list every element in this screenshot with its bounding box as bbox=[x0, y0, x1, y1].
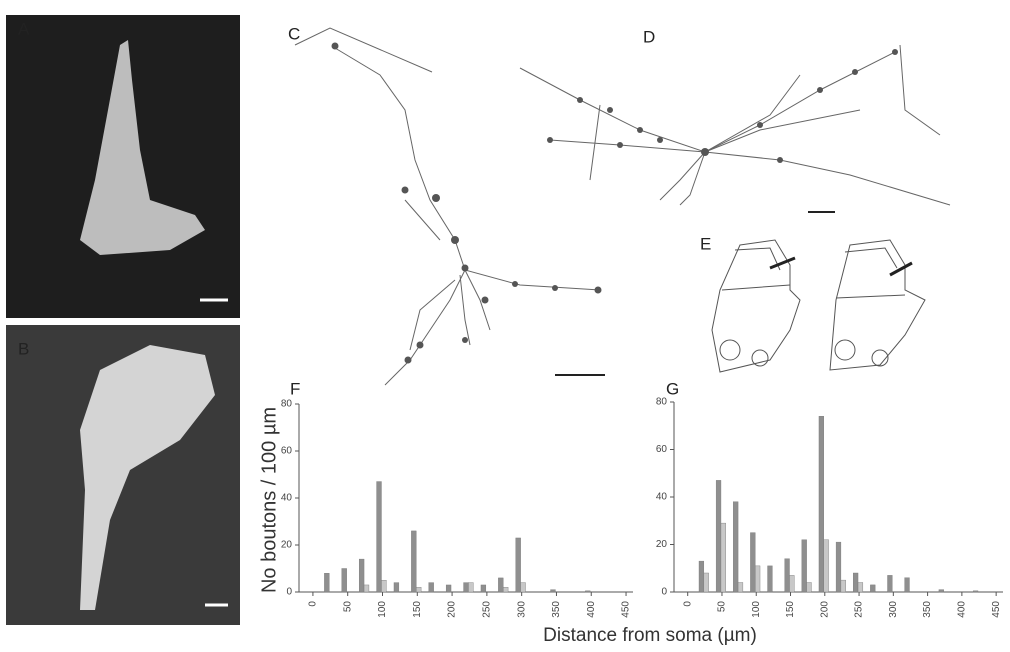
x-tick-label: 400 bbox=[957, 601, 968, 618]
bar bbox=[703, 572, 709, 593]
bar bbox=[789, 575, 795, 593]
bar bbox=[480, 584, 487, 593]
bar bbox=[887, 575, 893, 593]
bar bbox=[411, 530, 417, 593]
y-tick-label: 20 bbox=[656, 539, 668, 550]
bar bbox=[737, 582, 744, 593]
x-tick-label: 300 bbox=[888, 601, 899, 618]
y-tick-label: 80 bbox=[281, 399, 293, 410]
y-tick-label: 60 bbox=[656, 444, 668, 455]
bar bbox=[463, 582, 469, 593]
bar bbox=[755, 565, 761, 593]
x-tick-label: 0 bbox=[682, 601, 693, 607]
cell-body bbox=[80, 345, 215, 610]
x-tick-label: 200 bbox=[447, 601, 458, 618]
x-tick-label: 100 bbox=[377, 601, 388, 618]
bar bbox=[904, 577, 910, 593]
x-tick-label: 450 bbox=[991, 601, 1002, 618]
bar bbox=[585, 590, 591, 593]
bar bbox=[715, 480, 722, 593]
neuron-tracing-d bbox=[519, 44, 951, 213]
bar bbox=[515, 537, 521, 593]
bar bbox=[498, 577, 504, 593]
panel-label: A bbox=[18, 19, 30, 38]
y-tick-label: 40 bbox=[656, 492, 668, 503]
spinal-cord-diagrams bbox=[711, 239, 926, 373]
bar bbox=[767, 565, 773, 593]
x-tick-label: 350 bbox=[551, 601, 562, 618]
x-axis-label: Distance from soma (µm) bbox=[543, 625, 757, 646]
bar bbox=[445, 584, 452, 593]
bar bbox=[823, 539, 829, 593]
x-tick-label: 400 bbox=[586, 601, 597, 618]
bar bbox=[972, 590, 979, 593]
neuron-tracing-c bbox=[294, 27, 605, 386]
bar bbox=[381, 580, 387, 593]
panel-label: D bbox=[643, 27, 655, 46]
x-tick-label: 100 bbox=[751, 601, 762, 618]
bar bbox=[698, 560, 705, 593]
x-tick-label: 150 bbox=[785, 601, 796, 618]
panel-label: C bbox=[288, 24, 300, 43]
y-tick-label: 0 bbox=[286, 587, 292, 598]
panel-label: G bbox=[666, 379, 679, 398]
bar bbox=[840, 579, 846, 593]
panel-label: F bbox=[290, 379, 300, 398]
bar bbox=[341, 568, 347, 593]
x-tick-label: 450 bbox=[621, 601, 632, 618]
bar bbox=[428, 582, 434, 593]
x-tick-label: 250 bbox=[482, 601, 493, 618]
cell-body bbox=[80, 40, 205, 255]
bar bbox=[468, 582, 474, 593]
y-tick-label: 80 bbox=[656, 397, 668, 408]
bar bbox=[784, 558, 790, 593]
x-tick-label: 50 bbox=[717, 601, 728, 613]
bar bbox=[376, 481, 382, 593]
bar bbox=[358, 558, 365, 593]
x-tick-label: 300 bbox=[516, 601, 527, 618]
panel-label: B bbox=[18, 339, 29, 358]
bar bbox=[733, 501, 739, 593]
bar bbox=[503, 587, 509, 593]
x-tick-label: 50 bbox=[342, 601, 353, 613]
bar bbox=[520, 582, 526, 593]
y-tick-label: 40 bbox=[281, 493, 293, 504]
bar bbox=[393, 582, 400, 593]
bar bbox=[416, 587, 422, 593]
x-tick-label: 0 bbox=[308, 601, 319, 607]
bar bbox=[853, 572, 859, 593]
bar bbox=[750, 532, 756, 593]
x-tick-label: 150 bbox=[412, 601, 423, 618]
panel-label: E bbox=[700, 234, 711, 253]
bar bbox=[363, 584, 370, 593]
y-axis-label: No boutons / 100 µm bbox=[258, 407, 280, 593]
bar bbox=[818, 416, 824, 593]
y-tick-label: 20 bbox=[281, 540, 293, 551]
x-tick-label: 250 bbox=[854, 601, 865, 618]
bar bbox=[550, 589, 556, 593]
x-tick-label: 350 bbox=[922, 601, 933, 618]
bar bbox=[324, 573, 330, 593]
bar bbox=[938, 589, 944, 593]
y-tick-label: 60 bbox=[281, 446, 293, 457]
bar bbox=[857, 582, 864, 593]
bar bbox=[835, 541, 842, 593]
bar bbox=[720, 522, 726, 593]
bar bbox=[806, 582, 812, 593]
y-tick-label: 0 bbox=[661, 587, 667, 598]
x-tick-label: 200 bbox=[819, 601, 830, 618]
bar bbox=[801, 539, 807, 593]
bar bbox=[870, 584, 876, 593]
